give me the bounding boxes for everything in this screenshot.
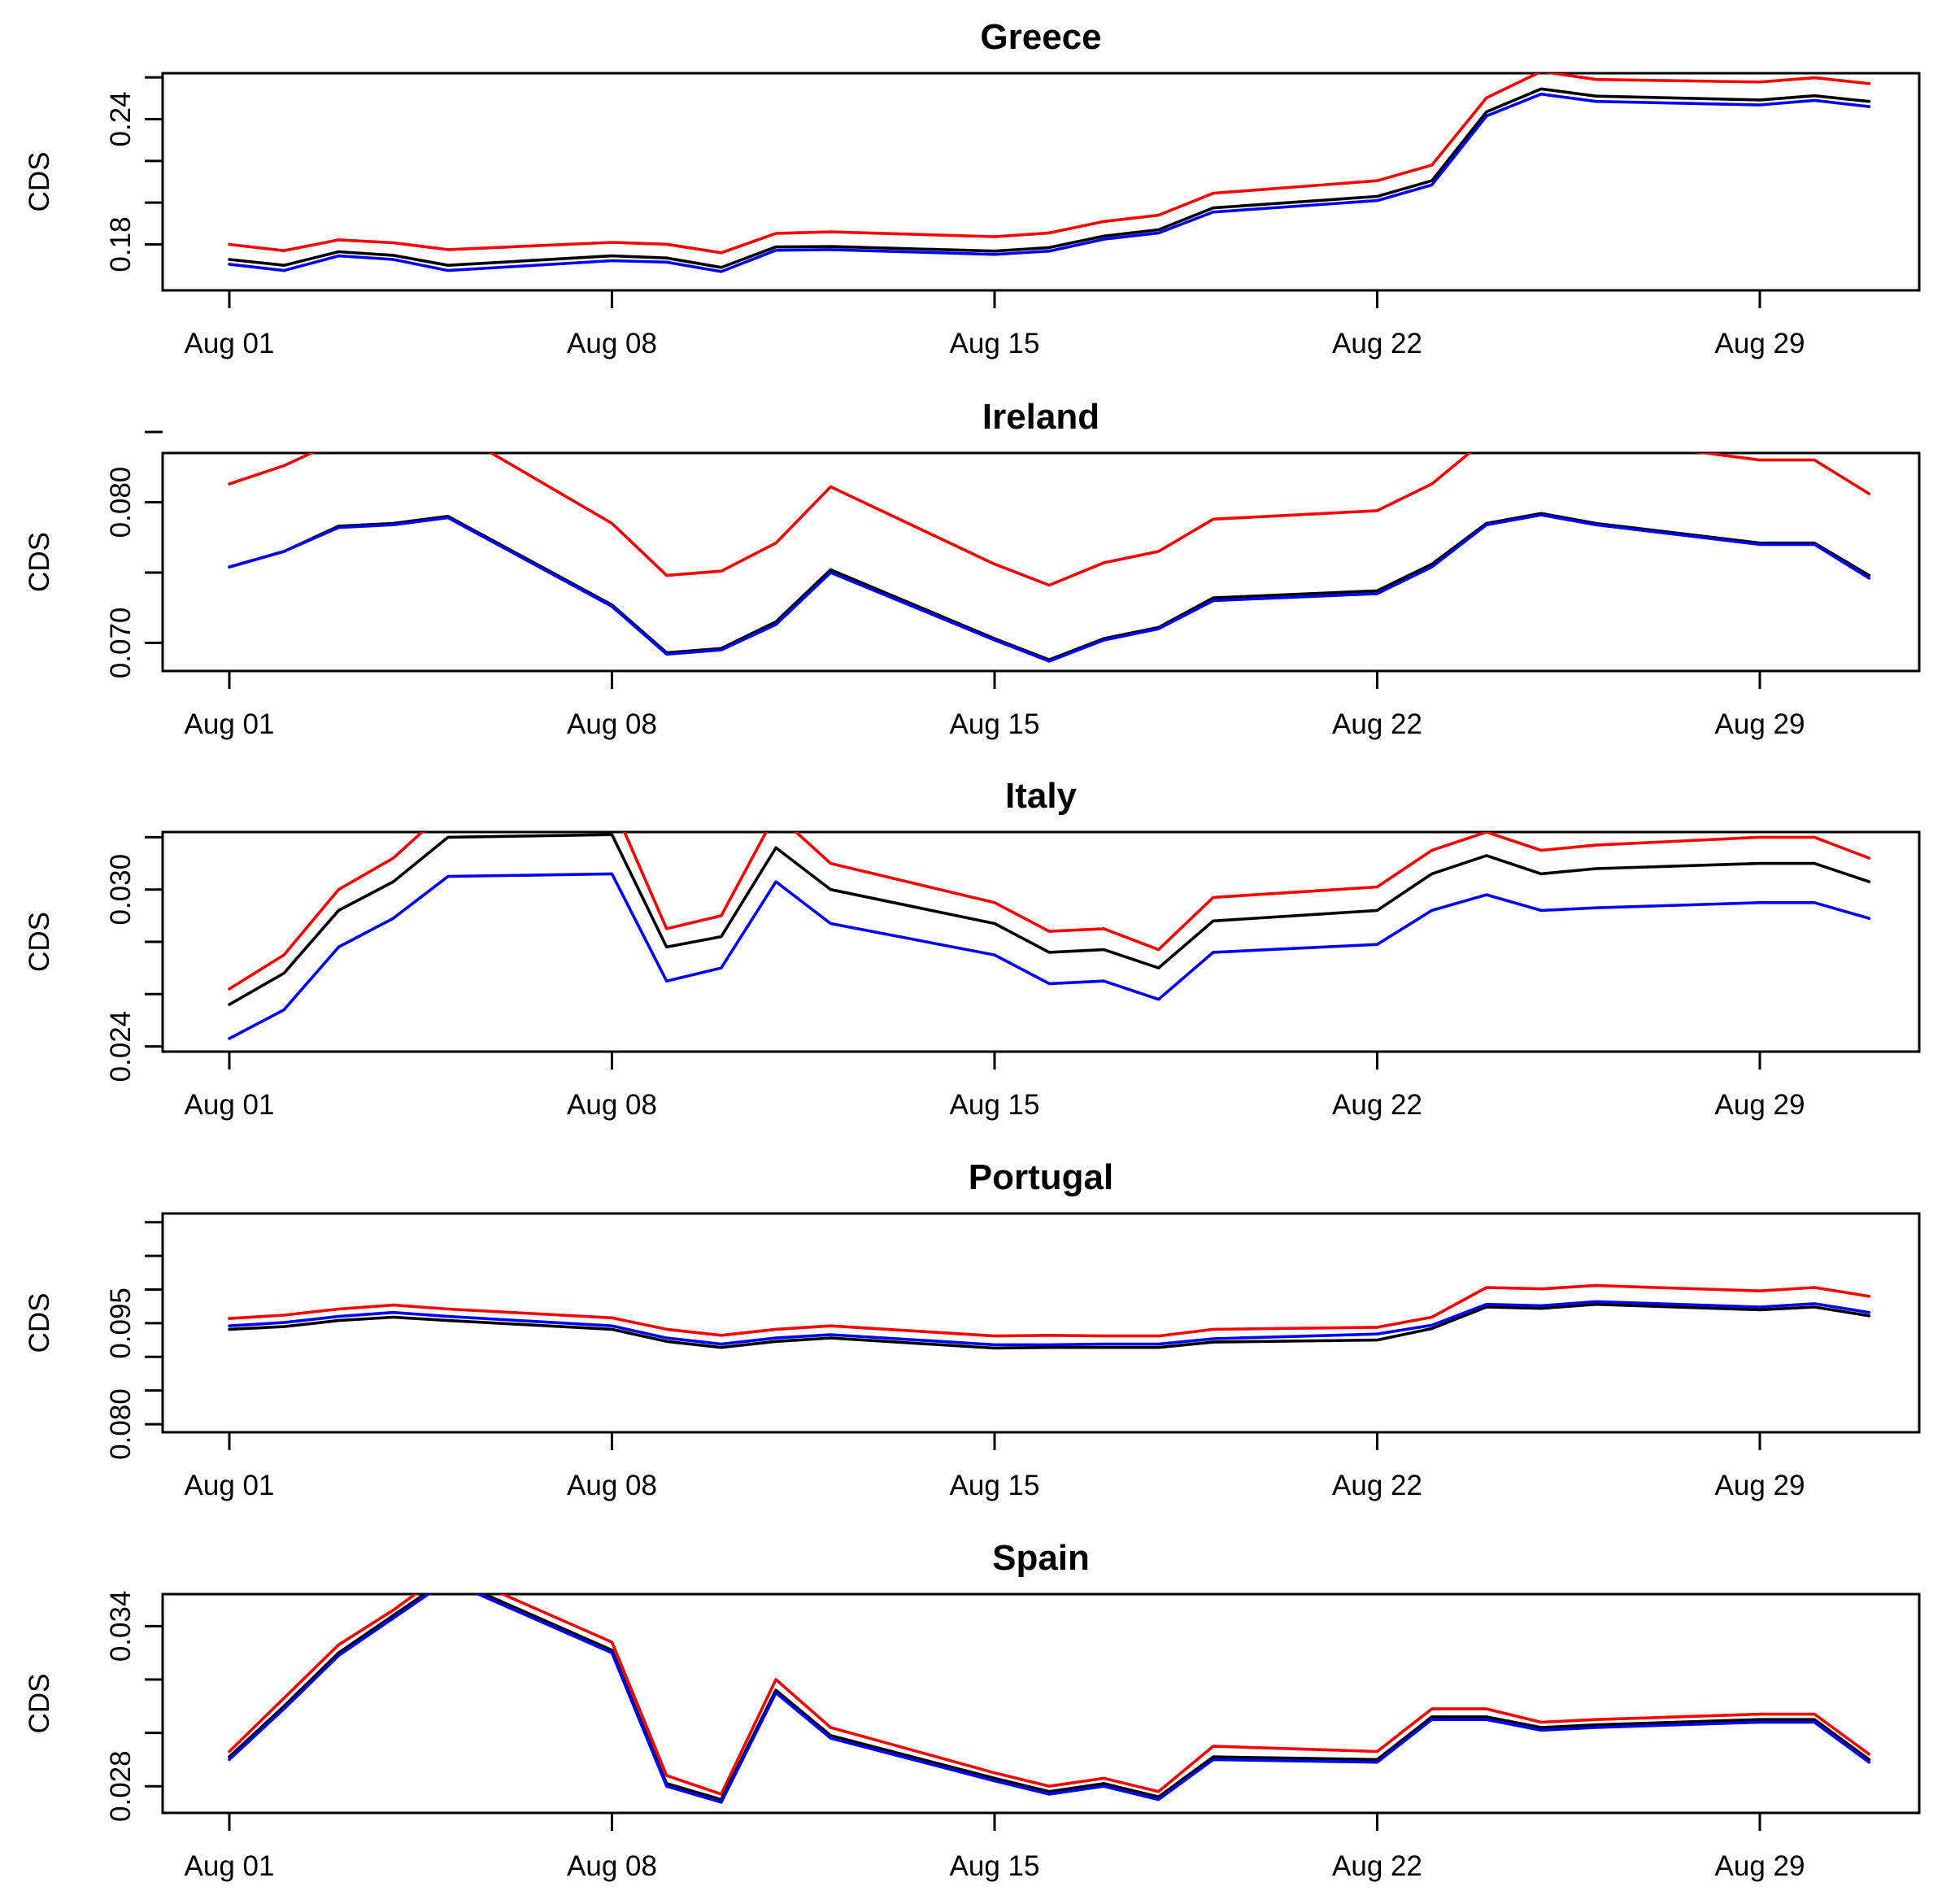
ireland-title: Ireland: [982, 397, 1099, 437]
greece-series-red: [228, 73, 1871, 255]
greece-xtick-label: Aug 22: [1332, 328, 1422, 359]
greece-plot-frame: [161, 72, 1921, 292]
italy-xtick-label: Aug 15: [950, 1089, 1040, 1121]
italy-xtick-label: Aug 22: [1332, 1089, 1422, 1121]
spain-ylabel: CDS: [24, 1674, 55, 1734]
portugal-xtick-label: Aug 15: [950, 1470, 1040, 1501]
spain-plot-frame: [161, 1592, 1921, 1815]
italy-xtick-label: Aug 29: [1715, 1089, 1805, 1121]
greece-ytick-label: 0.24: [105, 91, 137, 146]
portugal-ylabel: CDS: [24, 1293, 55, 1353]
portugal-panel: Portugal 0.080 0.095 CDS Aug 01 Aug 08 Aug 15 A…: [24, 1157, 1921, 1501]
spain-xtick-label: Aug 22: [1332, 1850, 1422, 1882]
italy-series-black: [228, 833, 1871, 1006]
spain-series-red: [228, 1594, 1871, 1796]
greece-panel: Greece 0.18 0.24 CDS Aug 01 Aug 08 Aug 15 Aug 2…: [24, 17, 1921, 359]
greece-ytick-label: 0.18: [105, 216, 137, 272]
greece-xtick-label: Aug 29: [1715, 328, 1805, 359]
italy-ytick-label: 0.024: [105, 1011, 137, 1083]
portugal-series-black: [228, 1302, 1871, 1350]
spain-ytick-label: 0.028: [105, 1750, 137, 1822]
greece-series-blue: [228, 92, 1871, 273]
italy-xtick-label: Aug 01: [185, 1089, 275, 1121]
greece-series-black: [228, 87, 1871, 269]
ireland-plot-frame: [161, 451, 1921, 673]
portugal-xtick-label: Aug 22: [1332, 1470, 1422, 1501]
portugal-title: Portugal: [969, 1157, 1113, 1197]
greece-xtick-label: Aug 15: [950, 328, 1040, 359]
ireland-ylabel: CDS: [24, 532, 55, 592]
spain-xtick-label: Aug 08: [567, 1850, 657, 1882]
ireland-ytick-label: 0.080: [105, 467, 137, 538]
spain-series-blue: [228, 1594, 1871, 1804]
portugal-xtick-label: Aug 01: [185, 1470, 275, 1501]
spain-panel: Spain 0.028 0.034 CDS Aug 01 Aug 08 Aug 15 Aug …: [24, 1538, 1921, 1882]
spain-ytick-label: 0.034: [105, 1591, 137, 1662]
italy-series-blue: [228, 872, 1871, 1040]
ireland-xtick-label: Aug 22: [1332, 708, 1422, 740]
portugal-ytick-label: 0.080: [105, 1388, 137, 1460]
italy-plot-frame: [161, 830, 1921, 1053]
ireland-series-red: [228, 453, 1871, 587]
italy-series-red: [228, 832, 1871, 991]
portugal-plot-frame: [161, 1212, 1921, 1434]
greece-xtick-label: Aug 08: [567, 328, 657, 359]
greece-ylabel: CDS: [24, 152, 55, 212]
ireland-xtick-label: Aug 08: [567, 708, 657, 740]
portugal-ytick-label: 0.095: [105, 1287, 137, 1359]
portugal-xtick-label: Aug 29: [1715, 1470, 1805, 1501]
spain-xtick-label: Aug 15: [950, 1850, 1040, 1882]
spain-series-black: [228, 1594, 1871, 1802]
ireland-xtick-label: Aug 01: [185, 708, 275, 740]
spain-xtick-label: Aug 29: [1715, 1850, 1805, 1882]
spain-title: Spain: [992, 1538, 1090, 1578]
portugal-series-blue: [228, 1300, 1871, 1347]
portugal-xtick-label: Aug 08: [567, 1470, 657, 1501]
italy-ylabel: CDS: [24, 912, 55, 972]
spain-xtick-label: Aug 01: [185, 1850, 275, 1882]
italy-title: Italy: [1005, 776, 1078, 816]
ireland-panel: Ireland 0.070 0.080 CDS Aug 01 Aug 08 Aug 15 Au…: [24, 397, 1921, 740]
ireland-ytick-label: 0.070: [105, 608, 137, 679]
greece-xtick-label: Aug 01: [185, 328, 275, 359]
ireland-xtick-label: Aug 15: [950, 708, 1040, 740]
ireland-xtick-label: Aug 29: [1715, 708, 1805, 740]
ireland-series-blue: [228, 513, 1871, 663]
portugal-series-red: [228, 1283, 1871, 1338]
greece-title: Greece: [980, 17, 1101, 57]
italy-panel: Italy 0.024 0.030 CDS Aug 01 Aug 08 Aug 15 Aug …: [24, 776, 1921, 1121]
italy-ytick-label: 0.030: [105, 854, 137, 926]
italy-xtick-label: Aug 08: [567, 1089, 657, 1121]
